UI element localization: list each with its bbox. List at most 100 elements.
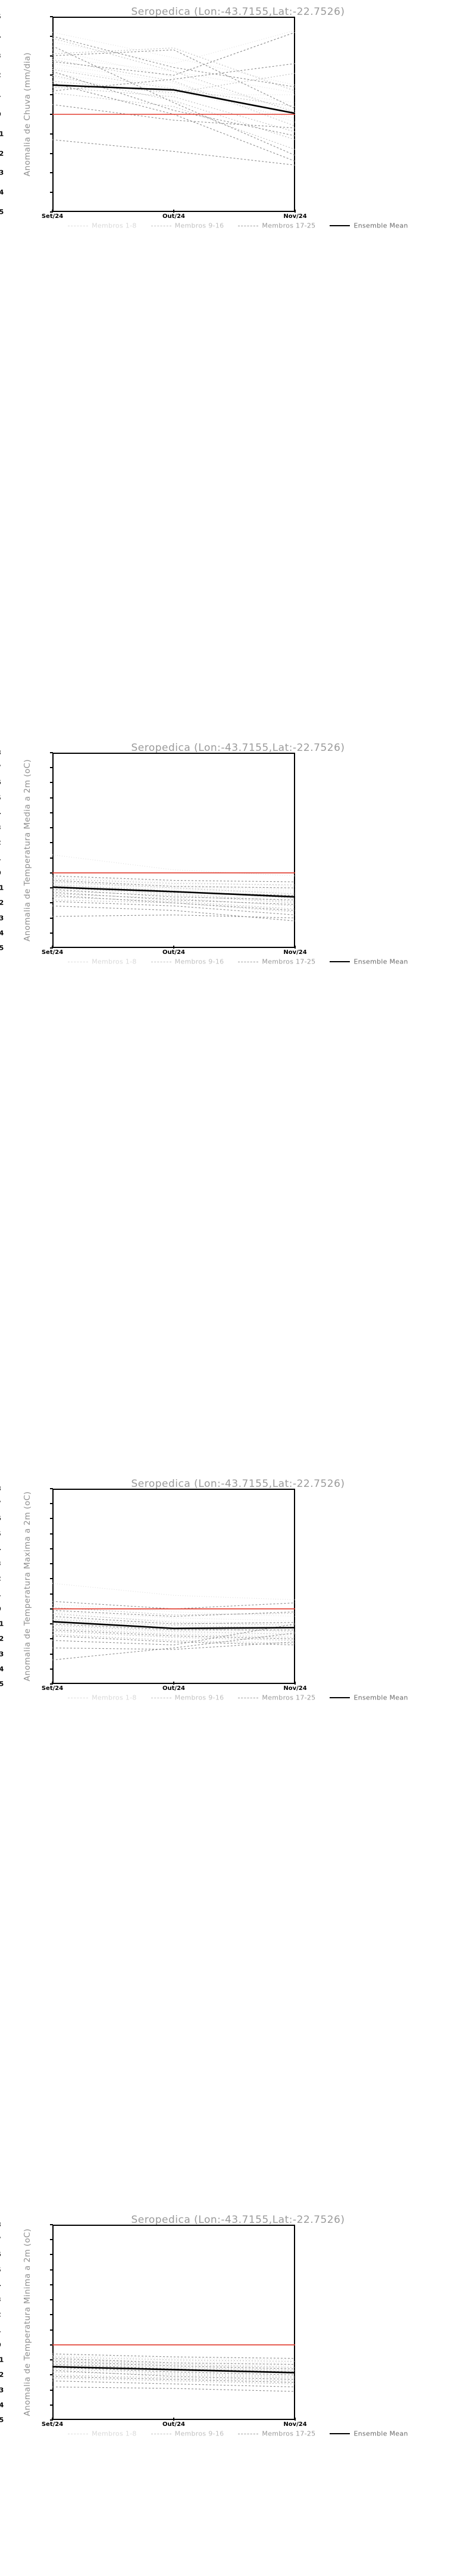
member-line [52, 2356, 295, 2362]
y-axis-tick-mark [50, 152, 53, 154]
y-axis-tick-mark [50, 917, 53, 919]
y-axis-tick-mark [50, 902, 53, 904]
legend-item[interactable]: Ensemble Mean [330, 222, 408, 230]
member-line [52, 2377, 295, 2384]
member-line [52, 877, 295, 887]
y-axis-tick-mark [50, 211, 53, 213]
y-axis-tick-mark [50, 114, 53, 115]
member-line [52, 63, 295, 123]
member-line [52, 1641, 295, 1650]
legend-item[interactable]: Membros 1-8 [68, 222, 136, 230]
member-line [52, 893, 295, 906]
ensemble-mean-line [52, 84, 295, 114]
member-line [52, 1610, 295, 1617]
ensemble-lines [52, 30, 295, 166]
legend-item-label: Membros 9-16 [174, 958, 224, 966]
member-line [52, 905, 295, 922]
chart-title: Seropedica (Lon:-43.7155,Lat:-22.7526) [131, 742, 345, 754]
legend-item[interactable]: Membros 9-16 [151, 958, 224, 966]
legend-item[interactable]: Membros 17-25 [238, 2430, 315, 2438]
member-line [52, 73, 295, 119]
legend-item[interactable]: Ensemble Mean [330, 1694, 408, 1702]
x-axis-tick-label: Out/24 [162, 949, 185, 956]
legend-item[interactable]: Membros 1-8 [68, 1694, 136, 1702]
legend-item[interactable]: Ensemble Mean [330, 958, 408, 966]
chart-legend: Membros 1-8 Membros 9-16 Membros 17-25 Ense… [0, 2430, 476, 2438]
y-axis-tick-label: 3 [0, 52, 49, 60]
y-axis-tick-label: 3 [0, 824, 49, 832]
y-axis-tick-mark [50, 74, 53, 76]
legend-item[interactable]: Membros 1-8 [68, 2430, 136, 2438]
member-line [52, 104, 295, 129]
y-axis-tick-mark [50, 872, 53, 874]
member-line [52, 875, 295, 882]
y-axis-tick-label: -2 [0, 149, 4, 158]
y-axis-tick-label: 7 [0, 764, 49, 772]
member-line [52, 69, 295, 107]
member-line [52, 896, 295, 909]
ensemble-mean-line [52, 886, 295, 898]
y-axis-tick-label: 2 [0, 839, 49, 847]
member-line [52, 887, 295, 902]
legend-item[interactable]: Membros 1-8 [68, 958, 136, 966]
y-axis-tick-label: 1 [0, 91, 49, 99]
x-axis-tick-label: Set/24 [41, 949, 64, 956]
legend-item[interactable]: Membros 17-25 [238, 222, 315, 230]
y-axis-tick-label: -1 [0, 884, 4, 892]
x-axis-tick-mark [52, 210, 53, 213]
member-line [52, 892, 295, 905]
member-line [52, 2386, 295, 2392]
legend-swatch-icon [330, 961, 350, 962]
legend-item-label: Membros 1-8 [92, 222, 137, 230]
y-axis-tick-label: -3 [0, 169, 4, 177]
chart-panel-panel-chuva: Seropedica (Lon:-43.7155,Lat:-22.7526) -5… [0, 0, 476, 368]
y-axis-tick-mark [50, 947, 53, 949]
x-axis-tick-label: Set/24 [41, 213, 64, 220]
member-line [52, 881, 295, 894]
member-line [52, 2380, 295, 2388]
member-line [52, 1601, 295, 1610]
legend-item-label: Membros 9-16 [174, 2430, 224, 2438]
legend-item-label: Membros 1-8 [92, 958, 137, 966]
x-axis-tick-label: Nov/24 [283, 213, 307, 220]
member-line [52, 38, 295, 113]
x-axis-tick-mark [295, 946, 296, 949]
chart-panel-panel-temp-maxima: Seropedica (Lon:-43.7155,Lat:-22.7526)-5… [0, 1472, 476, 1840]
legend-item-label: Membros 1-8 [92, 2430, 137, 2438]
member-line [52, 2359, 295, 2365]
member-line [52, 139, 295, 166]
y-axis-tick-label: 5 [0, 794, 49, 802]
legend-item-label: Membros 9-16 [174, 222, 224, 230]
y-axis-tick-mark [50, 133, 53, 135]
legend-item[interactable]: Membros 9-16 [151, 2430, 224, 2438]
y-axis-tick-mark [50, 812, 53, 813]
y-axis-tick-mark [50, 16, 53, 17]
legend-item[interactable]: Membros 17-25 [238, 1694, 315, 1702]
ensemble-lines [52, 2344, 295, 2392]
legend-item[interactable]: Membros 17-25 [238, 958, 315, 966]
legend-item-label: Ensemble Mean [353, 1694, 408, 1702]
legend-item[interactable]: Ensemble Mean [330, 2430, 408, 2438]
y-axis-tick-label: -2 [0, 899, 4, 907]
member-line [52, 1583, 295, 1601]
member-line [52, 45, 295, 156]
y-axis-tick-label: 4 [0, 809, 49, 816]
chart-panel-panel-temp-media: Seropedica (Lon:-43.7155,Lat:-22.7526) -5… [0, 736, 476, 1104]
y-axis-tick-label: 0 [0, 869, 49, 877]
y-axis-tick-mark [50, 842, 53, 844]
legend-item-label: Membros 17-25 [262, 958, 316, 966]
member-line [52, 901, 295, 916]
ensemble-lines [52, 854, 295, 922]
legend-item-label: Membros 17-25 [262, 222, 316, 230]
forecast-panels-page: Seropedica (Lon:-43.7155,Lat:-22.7526) -5… [0, 0, 476, 2438]
y-axis-tick-label: 8 [0, 749, 49, 757]
member-line [52, 899, 295, 912]
x-axis-tick-mark [295, 210, 296, 213]
y-axis-tick-mark [50, 782, 53, 784]
y-axis-tick-mark [50, 932, 53, 934]
x-axis-tick-mark [173, 946, 174, 949]
legend-item[interactable]: Membros 9-16 [151, 222, 224, 230]
y-axis-tick-mark [50, 55, 53, 57]
legend-item[interactable]: Membros 9-16 [151, 1694, 224, 1702]
member-line [52, 884, 295, 894]
